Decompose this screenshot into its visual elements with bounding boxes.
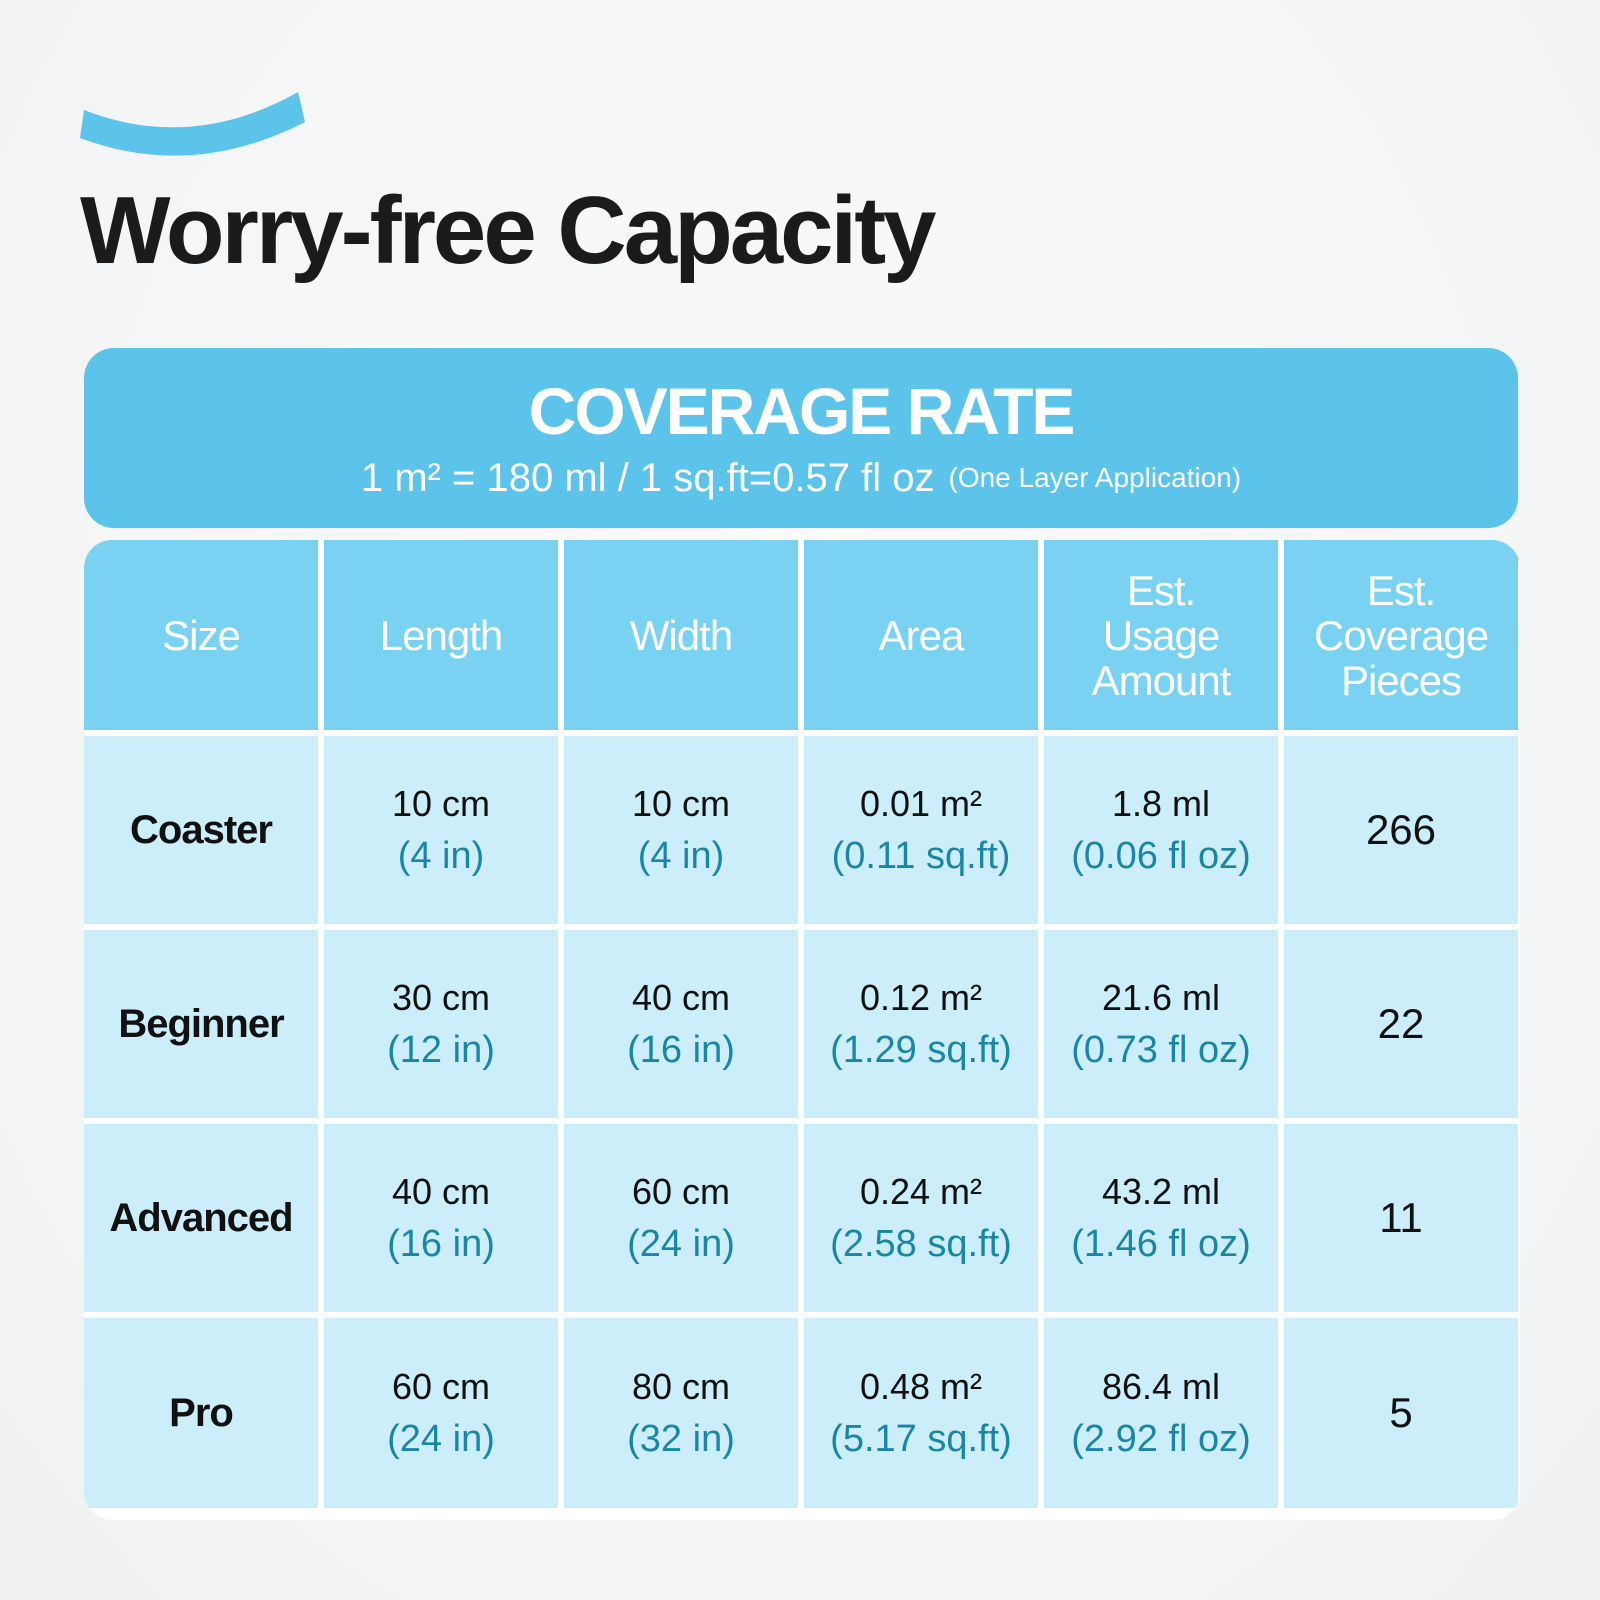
length-cm: 30 cm bbox=[391, 977, 491, 1018]
usage-cell: 21.6 ml (0.73 fl oz) bbox=[1044, 930, 1278, 1118]
page-title: Worry-free Capacity bbox=[80, 177, 937, 284]
area-m2: 0.24 m² bbox=[859, 1171, 983, 1212]
width-cell: 80 cm (32 in) bbox=[564, 1318, 798, 1508]
area-sqft: (1.29 sq.ft) bbox=[830, 1029, 1012, 1071]
header-width: Width bbox=[564, 540, 798, 730]
area-cell: 0.24 m² (2.58 sq.ft) bbox=[804, 1124, 1038, 1312]
header-word: Est. bbox=[1126, 566, 1196, 614]
area-cell: 0.48 m² (5.17 sq.ft) bbox=[804, 1318, 1038, 1508]
width-in: (4 in) bbox=[637, 835, 725, 877]
size-cell: Pro bbox=[84, 1318, 318, 1508]
pieces-cell: 266 bbox=[1284, 736, 1518, 924]
usage-ml: 21.6 ml bbox=[1101, 977, 1221, 1018]
length-in: (16 in) bbox=[387, 1223, 495, 1265]
usage-ml: 1.8 ml bbox=[1111, 783, 1211, 824]
area-m2: 0.01 m² bbox=[859, 783, 983, 824]
rate-text: 1 m² = 180 ml / 1 sq.ft=0.57 fl oz bbox=[360, 456, 935, 500]
header-word: Amount bbox=[1091, 656, 1232, 704]
pieces-cell: 22 bbox=[1284, 930, 1518, 1118]
width-cm: 60 cm bbox=[631, 1171, 731, 1212]
header-word: Usage bbox=[1102, 611, 1220, 659]
banner-rate: 1 m² = 180 ml / 1 sq.ft=0.57 fl oz (One L… bbox=[84, 458, 1518, 498]
usage-floz: (2.92 fl oz) bbox=[1071, 1418, 1251, 1460]
size-cell: Beginner bbox=[84, 930, 318, 1118]
area-cell: 0.12 m² (1.29 sq.ft) bbox=[804, 930, 1038, 1118]
usage-ml: 86.4 ml bbox=[1101, 1366, 1221, 1407]
area-m2: 0.12 m² bbox=[859, 977, 983, 1018]
width-cell: 40 cm (16 in) bbox=[564, 930, 798, 1118]
header-pieces: Est. Coverage Pieces bbox=[1284, 540, 1518, 730]
usage-floz: (1.46 fl oz) bbox=[1071, 1223, 1251, 1265]
area-sqft: (5.17 sq.ft) bbox=[830, 1418, 1012, 1460]
banner-heading: COVERAGE RATE bbox=[528, 374, 1076, 448]
header-word: Est. bbox=[1366, 566, 1436, 614]
coverage-table-grid: Size Length Width Area Est. Usage Amount E… bbox=[84, 540, 1520, 1520]
length-cell: 10 cm (4 in) bbox=[324, 736, 558, 924]
width-cell: 10 cm (4 in) bbox=[564, 736, 798, 924]
area-m2: 0.48 m² bbox=[859, 1366, 983, 1407]
header-word: Coverage bbox=[1313, 611, 1489, 659]
width-cell: 60 cm (24 in) bbox=[564, 1124, 798, 1312]
header-length: Length bbox=[324, 540, 558, 730]
header-word: Pieces bbox=[1340, 656, 1462, 704]
pieces-cell: 11 bbox=[1284, 1124, 1518, 1312]
rate-note: (One Layer Application) bbox=[948, 462, 1242, 493]
pieces-cell: 5 bbox=[1284, 1318, 1518, 1508]
length-cell: 30 cm (12 in) bbox=[324, 930, 558, 1118]
usage-floz: (0.06 fl oz) bbox=[1071, 835, 1251, 877]
area-sqft: (0.11 sq.ft) bbox=[831, 835, 1011, 877]
usage-cell: 86.4 ml (2.92 fl oz) bbox=[1044, 1318, 1278, 1508]
usage-cell: 43.2 ml (1.46 fl oz) bbox=[1044, 1124, 1278, 1312]
blue-arc-icon bbox=[80, 92, 305, 156]
length-in: (12 in) bbox=[387, 1029, 495, 1071]
header-size: Size bbox=[84, 540, 318, 730]
length-cm: 60 cm bbox=[391, 1366, 491, 1407]
length-cm: 10 cm bbox=[391, 783, 491, 824]
size-cell: Advanced bbox=[84, 1124, 318, 1312]
header-usage: Est. Usage Amount bbox=[1044, 540, 1278, 730]
width-cm: 40 cm bbox=[631, 977, 731, 1018]
length-cell: 60 cm (24 in) bbox=[324, 1318, 558, 1508]
width-cm: 80 cm bbox=[631, 1366, 731, 1407]
length-in: (24 in) bbox=[387, 1418, 495, 1460]
length-in: (4 in) bbox=[397, 835, 485, 877]
header-area: Area bbox=[804, 540, 1038, 730]
length-cm: 40 cm bbox=[391, 1171, 491, 1212]
coverage-rate-banner: COVERAGE RATE 1 m² = 180 ml / 1 sq.ft=0.… bbox=[84, 348, 1518, 528]
size-cell: Coaster bbox=[84, 736, 318, 924]
width-in: (24 in) bbox=[627, 1223, 735, 1265]
width-cm: 10 cm bbox=[631, 783, 731, 824]
area-cell: 0.01 m² (0.11 sq.ft) bbox=[804, 736, 1038, 924]
usage-ml: 43.2 ml bbox=[1101, 1171, 1221, 1212]
usage-floz: (0.73 fl oz) bbox=[1071, 1029, 1251, 1071]
coverage-table: Size Length Width Area Est. Usage Amount E… bbox=[84, 540, 1520, 1520]
usage-cell: 1.8 ml (0.06 fl oz) bbox=[1044, 736, 1278, 924]
area-sqft: (2.58 sq.ft) bbox=[830, 1223, 1012, 1265]
width-in: (32 in) bbox=[627, 1418, 735, 1460]
width-in: (16 in) bbox=[627, 1029, 735, 1071]
length-cell: 40 cm (16 in) bbox=[324, 1124, 558, 1312]
